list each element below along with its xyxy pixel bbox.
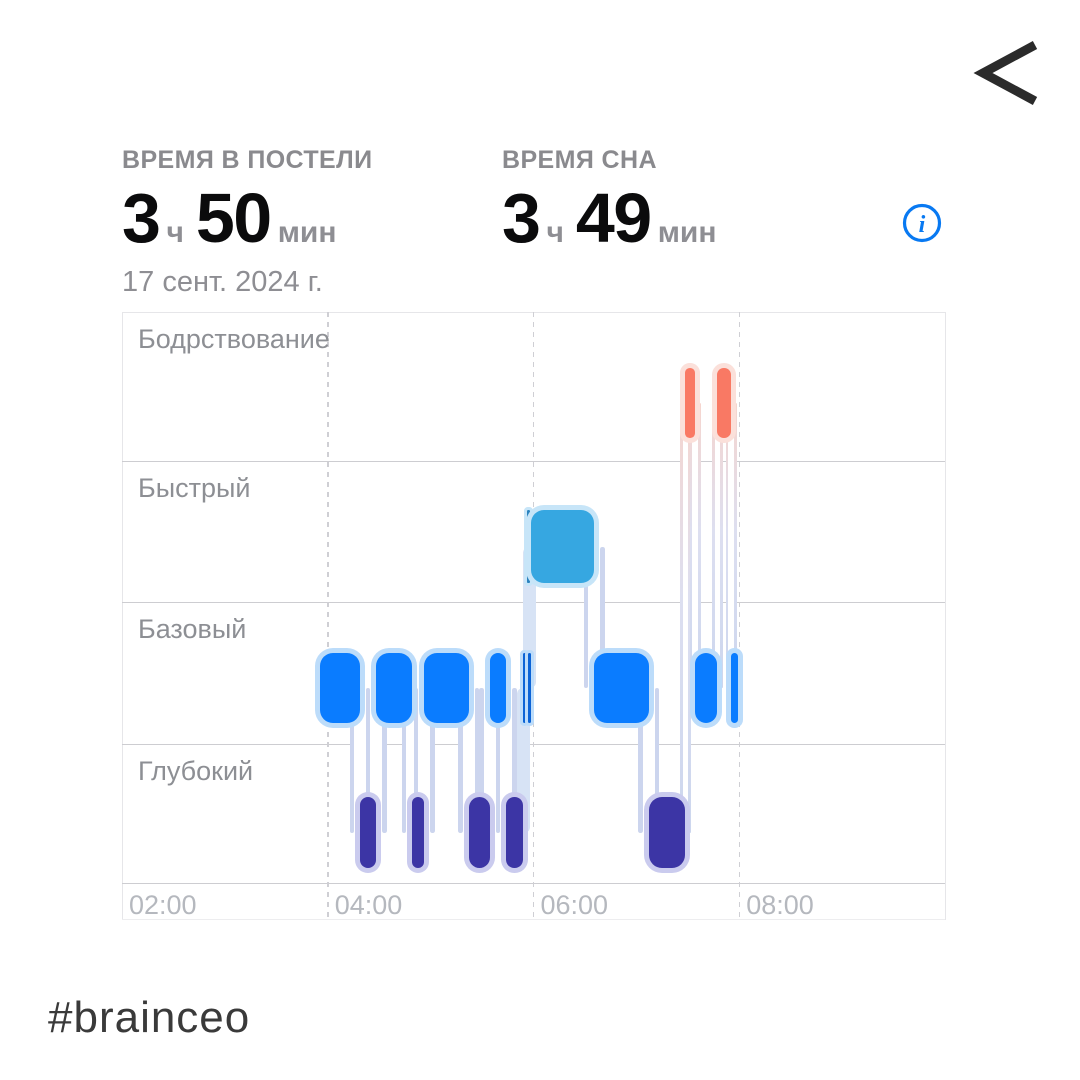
transition-tube-wall [638, 688, 643, 833]
sleep-segment-core [594, 653, 649, 723]
sleep-transition [638, 688, 660, 833]
transition-tube-wall [512, 688, 517, 833]
transition-tube-wall [413, 688, 419, 833]
gridline [738, 312, 740, 920]
sleep-transition [711, 403, 723, 688]
hashtag-label: #brainceo [48, 993, 251, 1042]
time-asleep-stat: ВРЕМЯ СНА 3 ч 49 мин [502, 146, 717, 253]
sleep-transition [365, 688, 387, 833]
transition-tube-wall [401, 688, 407, 833]
sleep-transition [725, 403, 737, 688]
transition-tube-wall [479, 688, 484, 833]
transition-tube-wall [430, 688, 435, 833]
sleep-segment-core [376, 653, 413, 723]
date-label: 17 сент. 2024 г. [122, 266, 323, 298]
row-label-core: Базовый [138, 613, 247, 644]
time-in-bed-value: 3 ч 50 мин [122, 183, 372, 253]
transition-tube-wall [697, 403, 701, 688]
chart-right-border [945, 312, 946, 920]
transition-tube-wall [349, 688, 355, 833]
gridline [327, 312, 329, 920]
time-in-bed-stat: ВРЕМЯ В ПОСТЕЛИ 3 ч 50 мин [122, 146, 372, 253]
transition-tube-wall [720, 403, 723, 688]
transition-tube-wall [600, 546, 605, 688]
sleep-segment-rem [527, 510, 530, 583]
tick-label: 02:00 [129, 890, 197, 920]
row-label-awake: Бодрствование [138, 324, 330, 354]
time-asleep-value: 3 ч 49 мин [502, 183, 717, 253]
sleep-segment-core [731, 653, 739, 723]
transition-tube-wall [725, 403, 729, 688]
transition-tube-wall [495, 688, 501, 833]
sleep-transition [413, 688, 435, 833]
asleep-hours: 3 [502, 179, 541, 257]
sleep-segment-awake [685, 368, 695, 438]
sleep-transition [522, 546, 536, 688]
tick-label: 04:00 [334, 890, 403, 920]
sleep-segment-core [320, 653, 361, 723]
chart-left-border [122, 312, 123, 920]
asleep-minutes: 49 [575, 179, 652, 257]
asleep-minutes-unit: мин [657, 216, 717, 249]
transition-tube-wall [365, 688, 371, 833]
sleep-segment-rem [530, 510, 595, 583]
sleep-segment-deep [506, 797, 524, 868]
chevron-left-icon [971, 41, 1041, 109]
sleep-transition [458, 688, 480, 833]
transition-tube-wall [458, 688, 463, 833]
sleep-segment-core [489, 653, 507, 723]
transition-tube-wall [733, 403, 737, 688]
row-label-rem: Быстрый [138, 472, 251, 503]
info-button[interactable]: i [901, 202, 943, 244]
in-bed-hours-unit: ч [166, 216, 184, 249]
back-button[interactable] [971, 40, 1041, 106]
time-in-bed-label: ВРЕМЯ В ПОСТЕЛИ [122, 146, 373, 174]
sleep-transition [516, 688, 530, 833]
time-asleep-label: ВРЕМЯ СНА [502, 146, 657, 174]
transition-tube-wall [654, 688, 660, 833]
asleep-hours-unit: ч [546, 216, 564, 249]
in-bed-hours: 3 [122, 179, 161, 257]
sleep-segment-core [523, 653, 527, 723]
transition-tube-wall [382, 688, 387, 833]
in-bed-minutes-unit: мин [277, 216, 337, 249]
sleep-segment-deep [360, 797, 377, 868]
row-label-deep: Глубокий [138, 756, 254, 786]
transition-tube-wall [583, 546, 589, 688]
sleep-chart: 02:00 04:00 06:00 08:00 Бодрствование Быстрый… [122, 312, 946, 920]
sleep-segment-deep [412, 797, 425, 868]
in-bed-minutes: 50 [195, 179, 272, 257]
sleep-transition [583, 546, 605, 688]
sleep-transition [689, 403, 701, 688]
sleep-segment-core [424, 653, 469, 723]
transition-tube-wall [474, 688, 480, 833]
sleep-transition [495, 688, 517, 833]
transition-tube-wall [711, 403, 715, 688]
svg-text:i: i [919, 212, 926, 238]
info-circle-icon: i [901, 203, 943, 247]
transition-tube-wall [689, 403, 693, 688]
sleep-segment-awake [717, 368, 731, 438]
sleep-segment-deep [648, 797, 686, 868]
sleep-segment-core [695, 653, 718, 723]
sleep-segment-core [528, 653, 531, 723]
tick-label: 08:00 [746, 890, 814, 920]
sleep-segment-deep [468, 797, 490, 868]
tick-label: 06:00 [540, 890, 609, 920]
transition-tube-wall [679, 403, 683, 833]
